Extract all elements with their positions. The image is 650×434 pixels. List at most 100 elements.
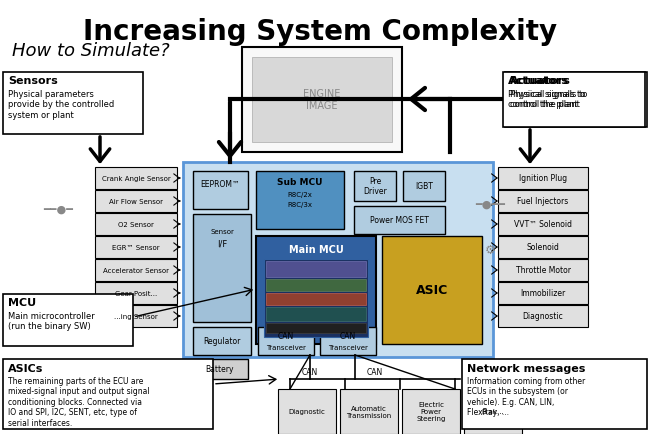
Text: Main microcontroller
(run the binary SW): Main microcontroller (run the binary SW) <box>8 311 95 331</box>
Bar <box>498 260 588 281</box>
Text: Pre: Pre <box>369 177 381 186</box>
Bar <box>354 171 396 201</box>
Text: R8C/3x: R8C/3x <box>287 201 313 207</box>
Bar <box>498 283 588 304</box>
Bar <box>266 279 366 291</box>
Bar <box>498 168 588 190</box>
Text: Transceiver: Transceiver <box>328 344 368 350</box>
Text: Actuators: Actuators <box>510 76 571 86</box>
Bar <box>95 305 177 327</box>
Text: ASICs: ASICs <box>8 363 44 373</box>
Text: Crank Angle Sensor: Crank Angle Sensor <box>101 176 170 181</box>
Bar <box>193 327 251 355</box>
Text: CAN: CAN <box>278 332 294 341</box>
Text: EGR™ Sensor: EGR™ Sensor <box>112 244 160 250</box>
Bar <box>193 359 248 379</box>
Bar <box>3 359 213 429</box>
Text: O2 Sensor: O2 Sensor <box>118 221 154 227</box>
Bar <box>252 58 392 143</box>
Text: I/F: I/F <box>217 239 227 248</box>
Text: Driver: Driver <box>363 187 387 196</box>
Text: Sub MCU: Sub MCU <box>278 178 323 187</box>
Text: ⚙: ⚙ <box>484 243 495 256</box>
Text: Regulator: Regulator <box>203 337 240 346</box>
Text: R8C/2x: R8C/2x <box>287 191 313 197</box>
Text: Transceiver: Transceiver <box>266 344 306 350</box>
Bar <box>266 323 366 333</box>
Bar <box>3 294 133 346</box>
Bar <box>354 207 445 234</box>
Text: EEPROM™: EEPROM™ <box>200 180 240 189</box>
Bar <box>498 305 588 327</box>
Text: Throttle Motor: Throttle Motor <box>515 266 571 275</box>
Text: Information coming from other
ECUs in the subsystem (or
vehicle). E.g. CAN, LIN,: Information coming from other ECUs in th… <box>467 376 585 416</box>
Bar <box>95 260 177 281</box>
Bar <box>95 237 177 258</box>
Bar <box>193 171 248 210</box>
Text: Electric
Power
Steering: Electric Power Steering <box>416 401 446 421</box>
Bar <box>242 48 402 153</box>
Text: Battery: Battery <box>206 365 234 374</box>
Text: How to Simulate?: How to Simulate? <box>12 42 170 60</box>
Text: Actuators: Actuators <box>508 76 569 86</box>
Text: The remaining parts of the ECU are
mixed-signal input and output signal
conditio: The remaining parts of the ECU are mixed… <box>8 376 150 427</box>
Text: ...ing Sensor: ...ing Sensor <box>114 313 158 319</box>
Bar <box>278 389 336 434</box>
Bar <box>258 327 314 355</box>
Text: Accelerator Sensor: Accelerator Sensor <box>103 267 169 273</box>
Text: Gear Posit...: Gear Posit... <box>115 290 157 296</box>
Text: CAN: CAN <box>302 368 318 377</box>
Text: CAN: CAN <box>340 332 356 341</box>
Bar <box>193 214 251 322</box>
Bar <box>95 283 177 304</box>
Text: MCU: MCU <box>8 297 36 307</box>
Text: Physical parameters
provide by the controlled
system or plant: Physical parameters provide by the contr… <box>8 90 114 119</box>
Bar <box>498 237 588 258</box>
Bar <box>264 260 368 337</box>
Text: Main MCU: Main MCU <box>289 244 343 254</box>
Text: Sensor: Sensor <box>210 228 234 234</box>
Bar <box>95 168 177 190</box>
Text: ASIC: ASIC <box>416 284 448 297</box>
Text: Diagnostic: Diagnostic <box>289 408 326 414</box>
Bar <box>183 163 493 357</box>
Bar <box>382 237 482 344</box>
Text: Fuel Injectors: Fuel Injectors <box>517 197 569 206</box>
Bar <box>503 73 645 128</box>
Bar <box>266 307 366 321</box>
Bar <box>462 359 647 429</box>
Bar <box>498 191 588 213</box>
Bar <box>256 237 376 344</box>
Bar <box>266 293 366 305</box>
Text: Solenoid: Solenoid <box>526 243 560 252</box>
Text: ━●━━: ━●━━ <box>475 200 505 210</box>
Bar <box>320 327 376 355</box>
Text: VVT™ Solenoid: VVT™ Solenoid <box>514 220 572 229</box>
Bar <box>340 389 398 434</box>
Bar <box>464 389 522 434</box>
Text: Immobilizer: Immobilizer <box>521 289 566 298</box>
Bar <box>3 73 143 135</box>
Bar <box>498 214 588 236</box>
Bar <box>403 171 445 201</box>
Text: Increasing System Complexity: Increasing System Complexity <box>83 18 557 46</box>
Text: Brak...: Brak... <box>482 408 504 414</box>
Text: Physical signals to
control the plant: Physical signals to control the plant <box>508 90 586 109</box>
Text: Ignition Plug: Ignition Plug <box>519 174 567 183</box>
Text: Physical signals to
control the plant: Physical signals to control the plant <box>510 90 588 109</box>
Text: Power MOS FET: Power MOS FET <box>370 216 428 225</box>
Text: Network messages: Network messages <box>467 363 586 373</box>
Text: Diagnostic: Diagnostic <box>523 312 564 321</box>
Text: Air Flow Sensor: Air Flow Sensor <box>109 198 163 204</box>
Bar <box>505 73 647 128</box>
Text: IGBT: IGBT <box>415 182 433 191</box>
Bar <box>95 214 177 236</box>
Text: ━━●━: ━━●━ <box>43 204 73 214</box>
Bar <box>266 261 366 277</box>
Bar <box>95 191 177 213</box>
Text: ENGINE
IMAGE: ENGINE IMAGE <box>304 89 341 111</box>
Bar <box>402 389 460 434</box>
Text: Automatic
Transmission: Automatic Transmission <box>346 405 391 418</box>
Text: CAN: CAN <box>367 368 383 377</box>
Text: Sensors: Sensors <box>8 76 58 86</box>
